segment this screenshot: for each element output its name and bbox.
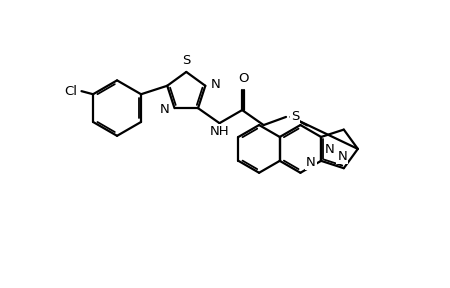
Text: N: N bbox=[159, 103, 169, 116]
Text: N: N bbox=[325, 143, 335, 156]
Text: O: O bbox=[238, 72, 248, 85]
Text: N: N bbox=[306, 156, 316, 169]
Text: NH: NH bbox=[210, 126, 230, 139]
Text: Cl: Cl bbox=[65, 85, 78, 98]
Text: N: N bbox=[211, 78, 220, 91]
Text: S: S bbox=[291, 110, 299, 123]
Text: N: N bbox=[338, 150, 347, 163]
Text: S: S bbox=[182, 54, 190, 67]
